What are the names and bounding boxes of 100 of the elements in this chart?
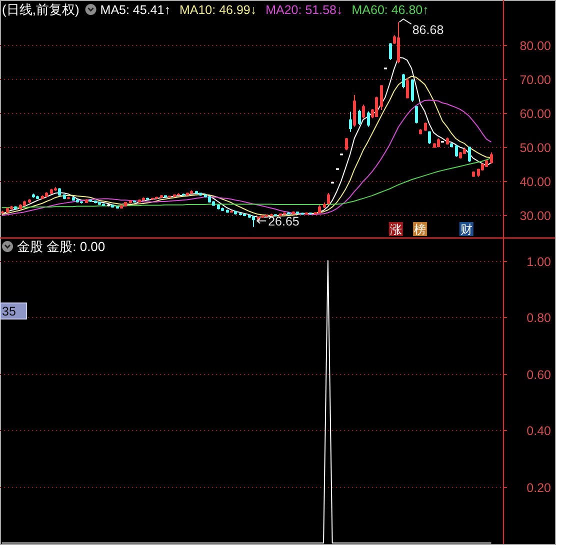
- candlestick: [283, 212, 286, 216]
- candlestick: [164, 194, 167, 198]
- candlestick: [98, 201, 101, 206]
- y-tick-label: 1.00: [526, 255, 552, 269]
- annotation: 26.65: [268, 214, 300, 228]
- candlestick: [459, 152, 462, 159]
- candlestick: [76, 198, 79, 204]
- candlestick: [221, 207, 224, 212]
- candlestick: [50, 188, 53, 194]
- candlestick: [309, 212, 312, 215]
- event-tag: 财: [459, 222, 474, 236]
- candlestick: [472, 170, 475, 178]
- candlestick: [36, 195, 39, 200]
- y-tick-label: 50.00: [520, 141, 552, 155]
- line-series: [2, 100, 492, 216]
- y-tick-label: 0.20: [526, 481, 552, 495]
- candlestick: [142, 196, 145, 201]
- candlestick: [234, 210, 237, 215]
- candlestick: [433, 142, 436, 148]
- candlestick: [230, 210, 233, 213]
- candlestick: [155, 196, 158, 200]
- candlestick: [116, 206, 119, 210]
- candlestick: [296, 211, 299, 215]
- y-tick-label: 60.00: [520, 107, 552, 121]
- candlestick: [10, 205, 13, 210]
- candlestick: [287, 212, 290, 215]
- candlestick: [243, 213, 246, 217]
- candlestick: [111, 204, 114, 208]
- candlestick: [389, 42, 392, 60]
- candlestick: [305, 212, 308, 215]
- y-tick-label: 80.00: [520, 39, 552, 53]
- candlestick: [265, 214, 268, 218]
- candlestick: [32, 193, 35, 198]
- candlestick: [168, 195, 171, 198]
- y-tick-label: 30.00: [520, 209, 552, 223]
- candlestick: [274, 214, 277, 217]
- candlestick: [485, 160, 488, 168]
- annotation: 35: [2, 304, 16, 318]
- y-tick-label: 0.60: [526, 368, 552, 382]
- candlestick: [415, 106, 418, 124]
- chart-title: 金股 金股: 0.00: [17, 239, 106, 254]
- candlestick: [424, 122, 427, 132]
- candlestick: [490, 152, 493, 164]
- candlestick: [380, 84, 383, 111]
- candlestick: [252, 216, 255, 228]
- candlestick: [450, 142, 453, 148]
- candlestick: [89, 198, 92, 202]
- candlestick: [63, 194, 66, 200]
- candlestick: [58, 188, 61, 196]
- event-tag: 涨: [388, 222, 403, 236]
- candlestick: [397, 22, 400, 64]
- candlestick: [358, 109, 361, 126]
- candlestick: [124, 201, 127, 207]
- candlestick: [345, 138, 348, 151]
- candlestick: [323, 202, 326, 208]
- candlestick: [138, 198, 141, 203]
- candlestick: [463, 148, 466, 154]
- candlestick: [419, 128, 422, 135]
- candlestick: [195, 190, 198, 194]
- candlestick: [375, 96, 378, 118]
- candlestick: [102, 203, 105, 206]
- event-tag: 榜: [413, 222, 428, 236]
- candlestick: [23, 200, 26, 206]
- candlestick: [54, 186, 57, 192]
- line-series: [2, 158, 492, 208]
- candlestick: [270, 213, 273, 217]
- candlestick: [239, 212, 242, 216]
- candlestick: [146, 197, 149, 200]
- candlestick: [80, 200, 83, 204]
- candlestick: [362, 104, 365, 119]
- y-tick-label: 0.80: [526, 311, 552, 325]
- candlestick: [327, 192, 330, 206]
- candlestick: [41, 194, 44, 200]
- candlestick: [455, 144, 458, 158]
- candlestick: [208, 196, 211, 204]
- chart-title: (日线,前复权): [2, 2, 80, 17]
- candlestick: [173, 194, 176, 198]
- candlestick: [353, 94, 356, 128]
- text: MA10: 46.99↓: [179, 3, 257, 17]
- candlestick: [217, 204, 220, 210]
- candlestick: [437, 138, 440, 148]
- candlestick: [160, 194, 163, 198]
- candlestick: [14, 206, 17, 210]
- candlestick: [186, 192, 189, 196]
- candlestick: [85, 198, 88, 204]
- candlestick: [133, 200, 136, 204]
- candlestick: [1, 210, 4, 214]
- candlestick: [129, 200, 132, 204]
- candlestick: [468, 146, 471, 162]
- candlestick: [120, 204, 123, 209]
- candlestick: [67, 196, 70, 200]
- cursor-value-box: 35: [0, 302, 27, 320]
- candlestick: [94, 200, 97, 204]
- candlestick: [182, 193, 185, 196]
- candlestick: [107, 203, 110, 207]
- candlestick: [349, 111, 352, 132]
- candlestick: [28, 198, 31, 204]
- candlestick: [226, 209, 229, 214]
- y-tick-label: 40.00: [520, 175, 552, 189]
- candlestick: [446, 137, 449, 145]
